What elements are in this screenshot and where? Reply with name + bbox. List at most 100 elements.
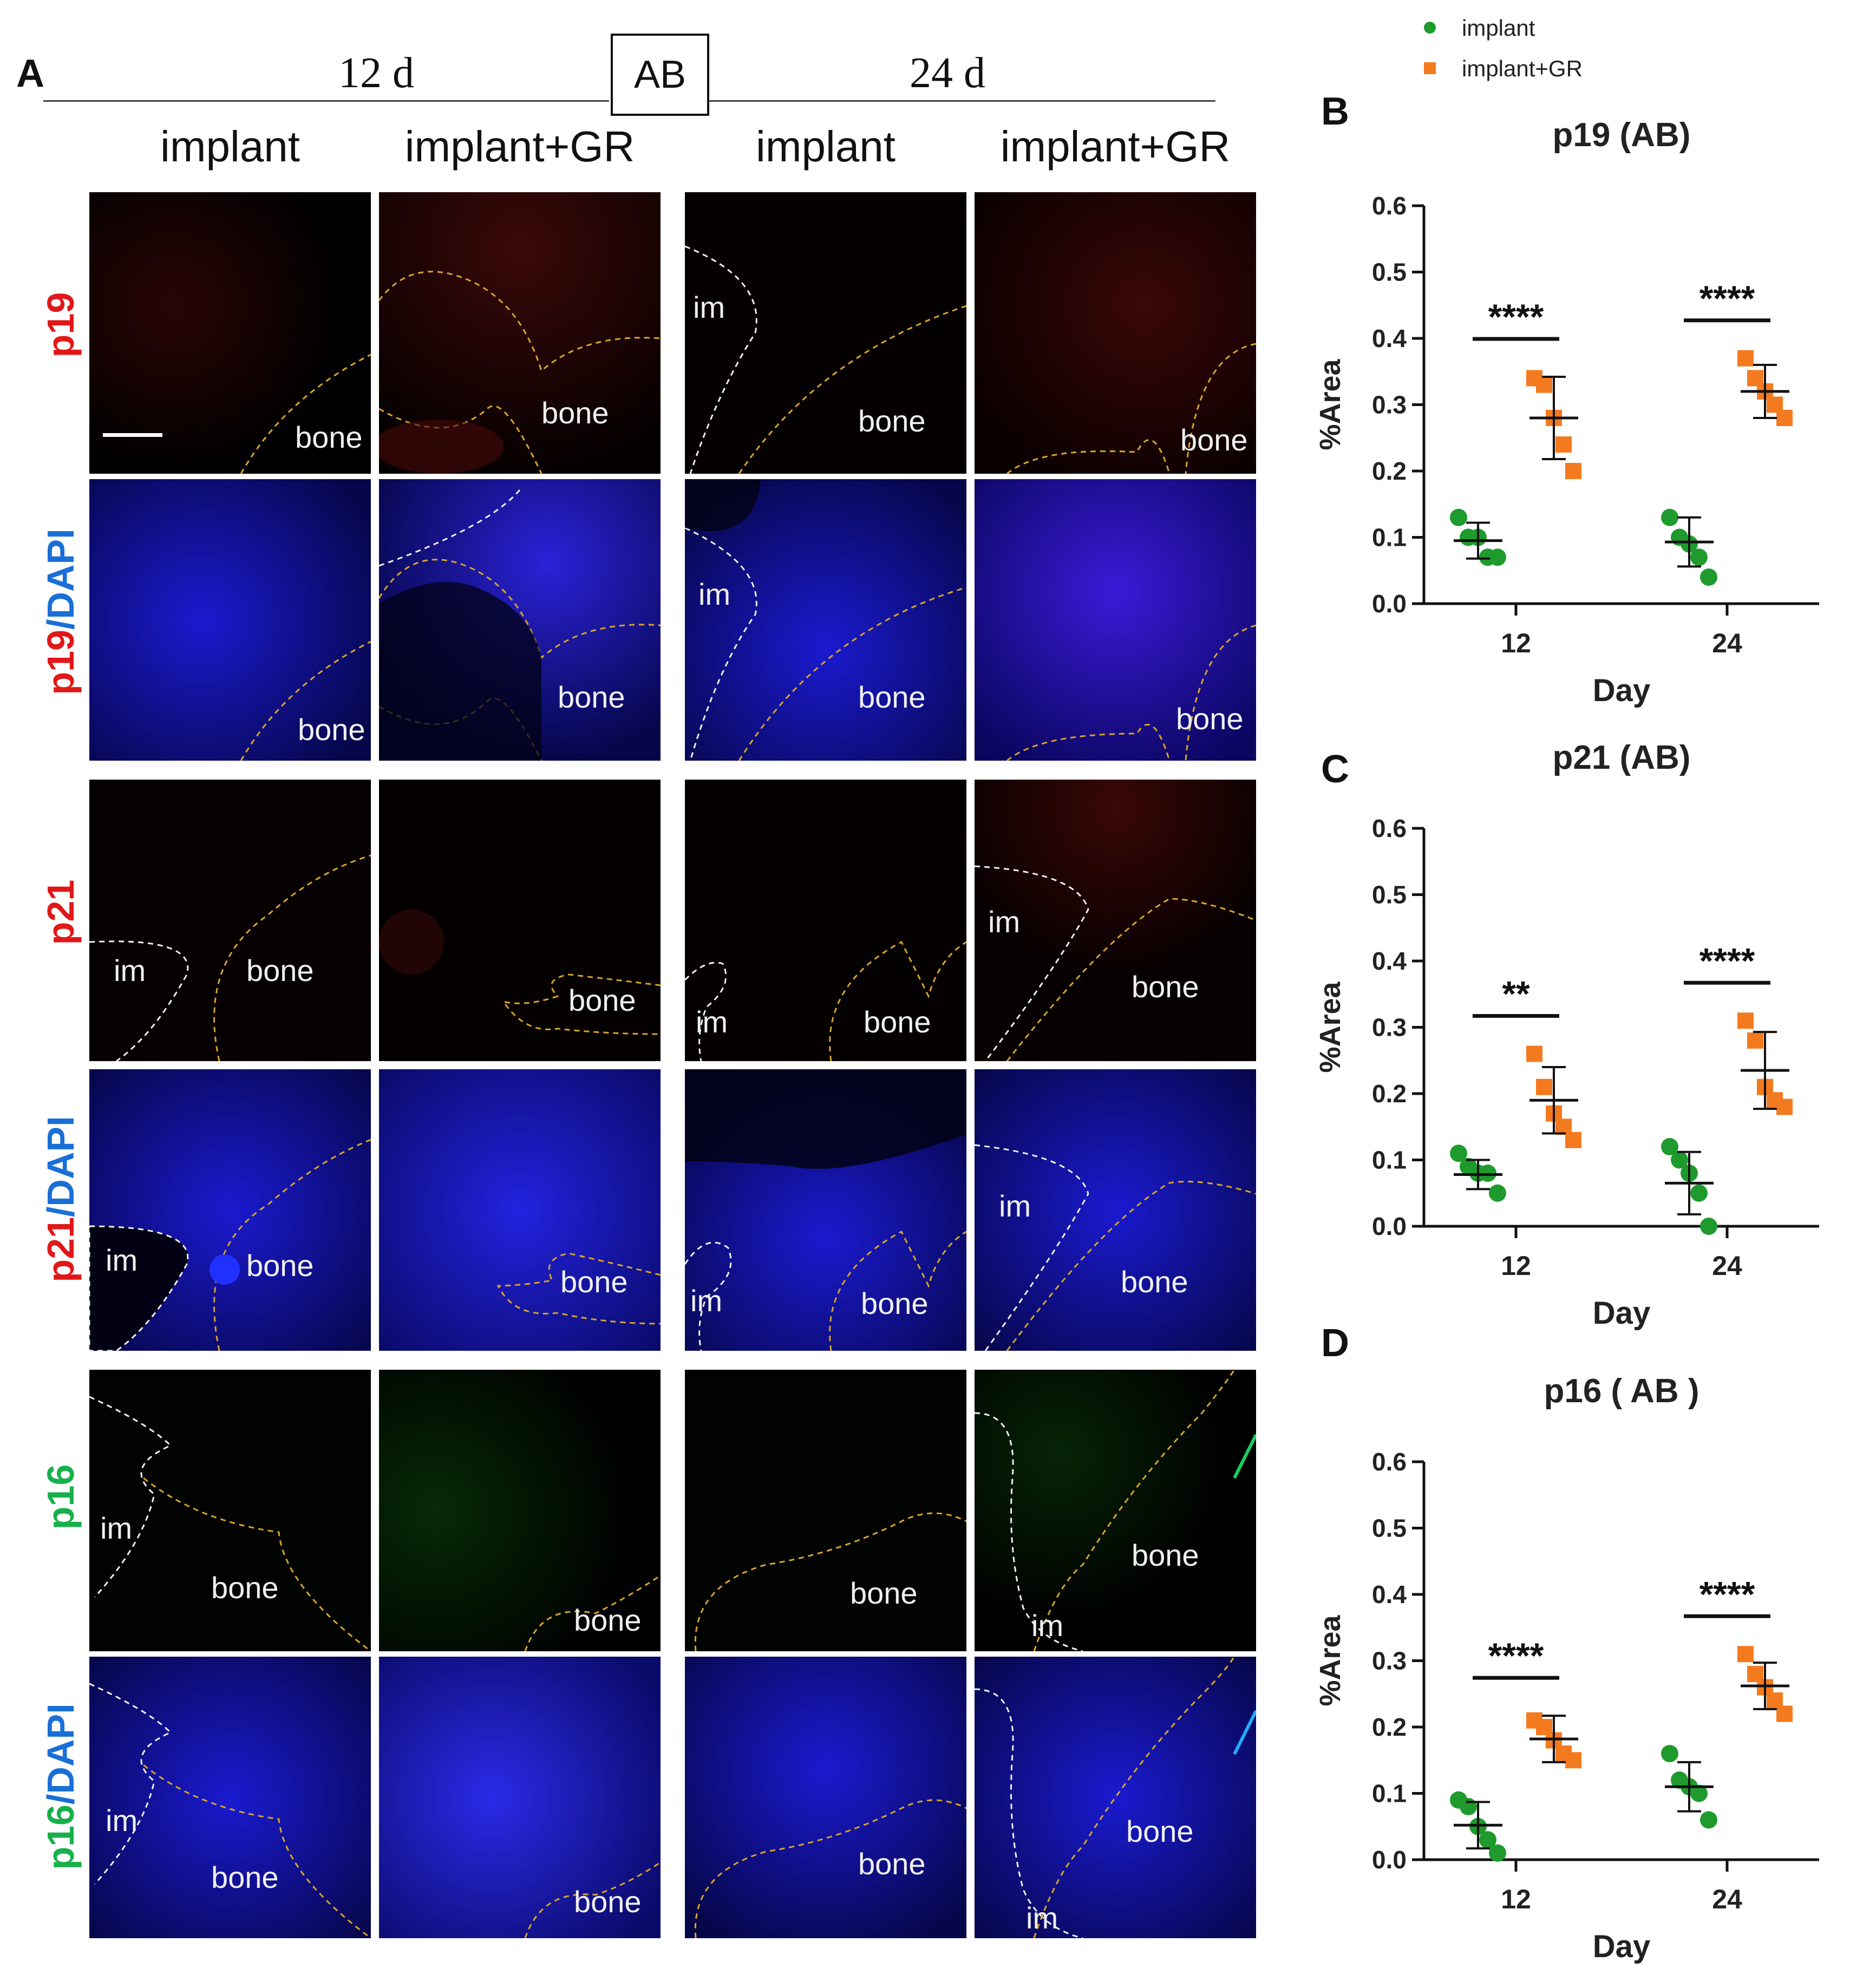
x-tick-label: 12 [1501, 628, 1531, 658]
image-p19-dapi-24d-implant-gr: bone [975, 479, 1256, 761]
row-label-p19-dapi: p19/DAPI [39, 471, 82, 753]
image-p21-dapi-12d-implant: im bone [89, 1069, 371, 1351]
legend-label-implant-gr: implant+GR [1462, 56, 1583, 81]
y-tick-label: 0.4 [1372, 324, 1407, 352]
image-label-im: im [696, 1005, 728, 1039]
row-label-p16-dapi-suffix: /DAPI [40, 1703, 82, 1805]
image-label-bone: bone [858, 1847, 926, 1881]
image-p21-24d-implant: im bone [685, 780, 966, 1061]
row-label-p21-dapi: p21/DAPI [39, 1058, 82, 1340]
image-label-im: im [100, 1511, 133, 1545]
image-label-bone: bone [574, 1603, 642, 1637]
column-label-24d-implant: implant [756, 122, 895, 171]
image-p19-24d-implant: im bone [685, 192, 966, 474]
image-label-bone: bone [246, 953, 314, 988]
data-point-implant [1690, 1784, 1708, 1802]
row-label-p16: p16 [39, 1356, 82, 1638]
image-label-im: im [106, 1803, 138, 1837]
panel-d-letter: D [1321, 1322, 1349, 1365]
image-p16-24d-implant: bone [685, 1370, 966, 1651]
data-point-implant [1489, 1844, 1506, 1862]
data-point-implant [1671, 1151, 1688, 1169]
y-tick-label: 0.6 [1372, 814, 1407, 842]
significance-label: **** [1488, 297, 1544, 337]
data-point-implant [1489, 1184, 1506, 1202]
row-label-p16-prefix: p16 [40, 1464, 82, 1530]
column-label-12d-implant-gr: implant+GR [404, 122, 635, 171]
image-label-im: im [690, 1284, 723, 1318]
data-point-implant-gr [1737, 350, 1754, 367]
y-tick-label: 0.0 [1372, 1212, 1407, 1240]
image-p19-dapi-12d-implant: bone [89, 479, 371, 761]
image-p19-12d-implant: bone [89, 192, 371, 474]
data-point-implant [1450, 1145, 1467, 1162]
image-p16-dapi-12d-implant: im bone [89, 1657, 371, 1938]
significance-label: **** [1699, 940, 1755, 980]
chart-panel-b: p19 (AB) 0.0 0.1 0.2 0.3 0.4 0.5 0.6 %Area 12 24 Da… [1314, 116, 1819, 708]
image-label-im: im [106, 1243, 138, 1277]
y-tick-label: 0.4 [1372, 947, 1407, 975]
image-label-im: im [1026, 1901, 1058, 1935]
image-label-bone: bone [211, 1860, 279, 1894]
image-label-bone: bone [1176, 702, 1244, 736]
image-p16-12d-implant: im bone [89, 1370, 371, 1651]
header-line-left [43, 100, 609, 102]
row-label-p19-dapi-suffix: /DAPI [40, 528, 82, 630]
model-box: AB [611, 34, 709, 116]
data-point-implant-gr [1555, 436, 1572, 453]
significance-label: ** [1502, 974, 1530, 1014]
chart-panel-c: p21 (AB) 0.0 0.1 0.2 0.3 0.4 0.5 0.6 %Area 12 24 Da… [1314, 739, 1819, 1331]
image-label-bone: bone [850, 1576, 918, 1610]
y-tick-label: 0.6 [1372, 192, 1407, 220]
image-p21-dapi-24d-implant: im bone [685, 1069, 966, 1351]
image-label-bone: bone [858, 404, 926, 438]
data-point-implant-gr [1747, 1032, 1763, 1049]
x-axis-label: Day [1593, 1929, 1650, 1964]
x-axis-label: Day [1593, 1296, 1650, 1331]
data-point-implant [1700, 568, 1717, 586]
data-point-implant-gr [1776, 1705, 1793, 1722]
data-point-implant [1661, 1138, 1678, 1155]
x-axis-label: Day [1593, 673, 1650, 708]
y-tick-label: 0.2 [1372, 457, 1407, 485]
image-p16-12d-implant-gr: bone [379, 1370, 661, 1651]
image-p21-12d-implant: im bone [89, 780, 371, 1061]
image-label-bone: bone [1121, 1265, 1188, 1299]
data-point-implant-gr [1565, 1132, 1581, 1148]
image-label-bone: bone [1132, 970, 1199, 1004]
image-p19-12d-implant-gr: bone [379, 192, 661, 474]
data-point-implant [1450, 508, 1467, 526]
image-label-bone: bone [574, 1885, 642, 1919]
chart-panel-d: p16 ( AB ) 0.0 0.1 0.2 0.3 0.4 0.5 0.6 %Area 12 24… [1314, 1372, 1819, 1964]
y-tick-label: 0.3 [1372, 1647, 1407, 1675]
y-tick-label: 0.4 [1372, 1580, 1407, 1608]
row-label-p19: p19 [39, 184, 82, 466]
image-label-bone: bone [558, 680, 625, 714]
time-label-12d: 12 d [338, 49, 414, 97]
image-p16-dapi-12d-implant-gr: bone [379, 1657, 661, 1938]
image-p21-dapi-12d-implant-gr: bone [379, 1069, 661, 1351]
data-point-implant-gr [1776, 1098, 1793, 1115]
image-p19-dapi-12d-implant-gr: bone [379, 479, 661, 761]
y-tick-label: 0.6 [1372, 1448, 1407, 1476]
x-tick-label: 12 [1501, 1884, 1531, 1914]
panel-a-letter: A [16, 52, 44, 95]
data-point-implant [1700, 1218, 1717, 1235]
row-label-p16-dapi-prefix: p16 [40, 1804, 82, 1870]
data-point-implant-gr [1536, 1078, 1552, 1095]
chart-title: p21 (AB) [1553, 739, 1691, 776]
significance-label: **** [1488, 1636, 1544, 1676]
data-point-implant [1661, 508, 1678, 526]
x-tick-label: 24 [1712, 1251, 1742, 1281]
data-point-implant-gr [1526, 1045, 1542, 1062]
x-tick-label: 24 [1712, 1884, 1742, 1914]
image-label-im: im [988, 905, 1021, 939]
data-point-implant [1479, 1831, 1496, 1849]
panel-b-letter: B [1321, 90, 1349, 133]
column-label-24d-implant-gr: implant+GR [1000, 122, 1231, 171]
y-tick-label: 0.0 [1372, 590, 1407, 618]
significance-label: **** [1699, 1574, 1755, 1614]
image-p21-24d-implant-gr: im bone [975, 780, 1256, 1061]
image-p16-24d-implant-gr: im bone [975, 1370, 1256, 1651]
image-label-im: im [1031, 1608, 1064, 1643]
